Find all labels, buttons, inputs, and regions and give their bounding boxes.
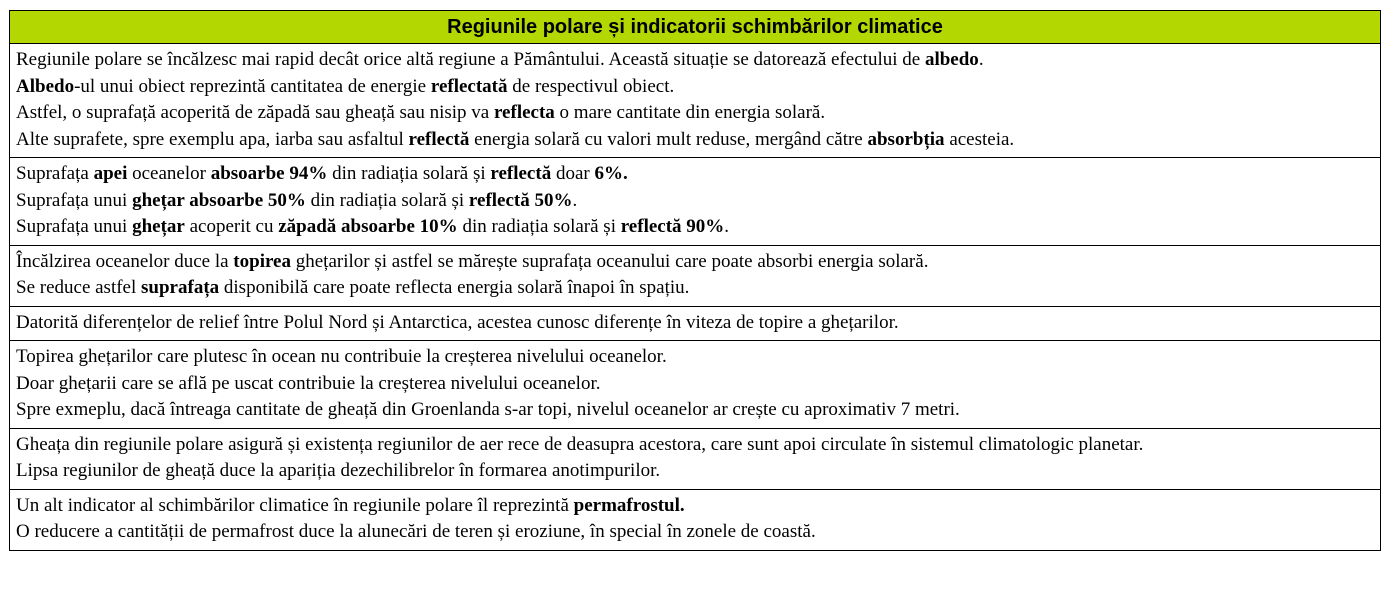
table-cell: Încălzirea oceanelor duce la topirea ghe… xyxy=(9,244,1381,307)
text-run: . xyxy=(724,216,730,237)
text-run: Topirea ghețarilor care plutesc în ocean… xyxy=(16,346,667,367)
paragraph-line: Topirea ghețarilor care plutesc în ocean… xyxy=(16,344,1374,371)
text-run: Gheața din regiunile polare asigură și e… xyxy=(16,433,1144,455)
text-run: . xyxy=(978,49,984,70)
table-body: Regiunile polare și indicatorii schimbăr… xyxy=(9,10,1381,551)
text-run: Încălzirea oceanelor duce la xyxy=(16,250,234,272)
text-run: O reducere a cantității de permafrost du… xyxy=(16,521,816,542)
climate-indicators-table: Regiunile polare și indicatorii schimbăr… xyxy=(9,10,1381,551)
bold-text: absorbția xyxy=(867,128,945,150)
text-run: o mare cantitate din energia solară. xyxy=(554,102,826,123)
text-run: Doar ghețarii care se află pe uscat cont… xyxy=(16,372,601,394)
paragraph-line: Spre exmeplu, dacă întreaga cantitate de… xyxy=(16,397,1374,424)
text-run: Suprafața unui xyxy=(16,189,133,211)
paragraph-line: Suprafața unui ghețar acoperit cu zăpadă… xyxy=(16,214,1374,241)
table-row: Încălzirea oceanelor duce la topirea ghe… xyxy=(9,244,1381,307)
text-run: . xyxy=(572,189,578,211)
bold-text: ghețar absoarbe 50% xyxy=(132,189,306,211)
text-run: din radiația solară și xyxy=(457,216,621,237)
text-run: Astfel, o suprafață acoperită de zăpadă … xyxy=(16,102,494,123)
bold-text: reflectă 50% xyxy=(468,189,573,211)
text-run: Se reduce astfel xyxy=(16,277,142,298)
paragraph-line: Se reduce astfel suprafața disponibilă c… xyxy=(16,275,1374,302)
table-cell: Un alt indicator al schimbărilor climati… xyxy=(9,488,1381,551)
table-cell: Regiunile polare se încălzesc mai rapid … xyxy=(9,43,1381,158)
text-run: Datorită diferențelor de relief între Po… xyxy=(16,311,899,333)
table-row: Suprafața apei oceanelor absoarbe 94% di… xyxy=(9,157,1381,246)
text-run: acesteia. xyxy=(944,128,1015,150)
bold-text: suprafața xyxy=(141,277,220,298)
paragraph-line: Alte suprafete, spre exemplu apa, iarba … xyxy=(16,127,1374,154)
text-run: acoperit cu xyxy=(184,216,279,237)
bold-text: reflectă xyxy=(408,128,470,150)
bold-text: reflectă 90% xyxy=(620,216,725,237)
text-run: ghețarilor și astfel se mărește suprafaț… xyxy=(291,250,929,272)
bold-text: permafrostul. xyxy=(573,494,685,516)
text-run: din radiația solară și xyxy=(305,189,469,211)
bold-text: absoarbe 94% xyxy=(210,163,328,184)
bold-text: reflectă xyxy=(490,163,552,184)
text-run: Alte suprafete, spre exemplu apa, iarba … xyxy=(16,128,409,150)
text-run: Lipsa regiunilor de gheață duce la apari… xyxy=(16,460,661,481)
bold-text: albedo xyxy=(924,49,979,70)
table-row: Datorită diferențelor de relief între Po… xyxy=(9,305,1381,341)
table-cell: Datorită diferențelor de relief între Po… xyxy=(9,305,1381,341)
table-cell: Suprafața apei oceanelor absoarbe 94% di… xyxy=(9,157,1381,246)
table-cell: Gheața din regiunile polare asigură și e… xyxy=(9,427,1381,490)
text-run: Un alt indicator al schimbărilor climati… xyxy=(16,494,574,516)
paragraph-line: Lipsa regiunilor de gheață duce la apari… xyxy=(16,458,1374,485)
bold-text: Albedo xyxy=(16,75,75,97)
table-title: Regiunile polare și indicatorii schimbăr… xyxy=(9,10,1381,44)
paragraph-line: Gheața din regiunile polare asigură și e… xyxy=(16,432,1374,459)
text-run: din radiația solară și xyxy=(327,163,491,184)
bold-text: ghețar xyxy=(132,216,185,237)
text-run: Suprafața unui xyxy=(16,216,133,237)
text-run: Spre exmeplu, dacă întreaga cantitate de… xyxy=(16,399,960,420)
text-run: oceanelor xyxy=(127,163,211,184)
text-run: -ul unui obiect reprezintă cantitatea de… xyxy=(74,75,431,97)
bold-text: topirea xyxy=(233,250,291,272)
table-row: Regiunile polare se încălzesc mai rapid … xyxy=(9,43,1381,158)
bold-text: apei xyxy=(93,163,128,184)
paragraph-line: Albedo-ul unui obiect reprezintă cantita… xyxy=(16,74,1374,101)
table-row: Gheața din regiunile polare asigură și e… xyxy=(9,427,1381,490)
bold-text: zăpadă absoarbe 10% xyxy=(278,216,458,237)
paragraph-line: Suprafața apei oceanelor absoarbe 94% di… xyxy=(16,161,1374,188)
table-row: Topirea ghețarilor care plutesc în ocean… xyxy=(9,340,1381,429)
table-row: Un alt indicator al schimbărilor climati… xyxy=(9,488,1381,551)
paragraph-line: Încălzirea oceanelor duce la topirea ghe… xyxy=(16,249,1374,276)
bold-text: 6%. xyxy=(594,163,628,184)
table-header-row: Regiunile polare și indicatorii schimbăr… xyxy=(9,10,1381,44)
text-run: de respectivul obiect. xyxy=(507,75,675,97)
paragraph-line: Astfel, o suprafață acoperită de zăpadă … xyxy=(16,100,1374,127)
text-run: disponibilă care poate reflecta energia … xyxy=(219,277,690,298)
paragraph-line: O reducere a cantității de permafrost du… xyxy=(16,519,1374,546)
paragraph-line: Un alt indicator al schimbărilor climati… xyxy=(16,493,1374,520)
paragraph-line: Datorită diferențelor de relief între Po… xyxy=(16,310,1374,337)
bold-text: reflectată xyxy=(430,75,508,97)
paragraph-line: Regiunile polare se încălzesc mai rapid … xyxy=(16,47,1374,74)
bold-text: reflecta xyxy=(493,102,555,123)
text-run: energia solară cu valori mult reduse, me… xyxy=(469,128,868,150)
paragraph-line: Doar ghețarii care se află pe uscat cont… xyxy=(16,371,1374,398)
text-run: Suprafața xyxy=(16,163,94,184)
text-run: Regiunile polare se încălzesc mai rapid … xyxy=(16,49,925,70)
text-run: doar xyxy=(551,163,595,184)
paragraph-line: Suprafața unui ghețar absoarbe 50% din r… xyxy=(16,188,1374,215)
table-cell: Topirea ghețarilor care plutesc în ocean… xyxy=(9,340,1381,429)
